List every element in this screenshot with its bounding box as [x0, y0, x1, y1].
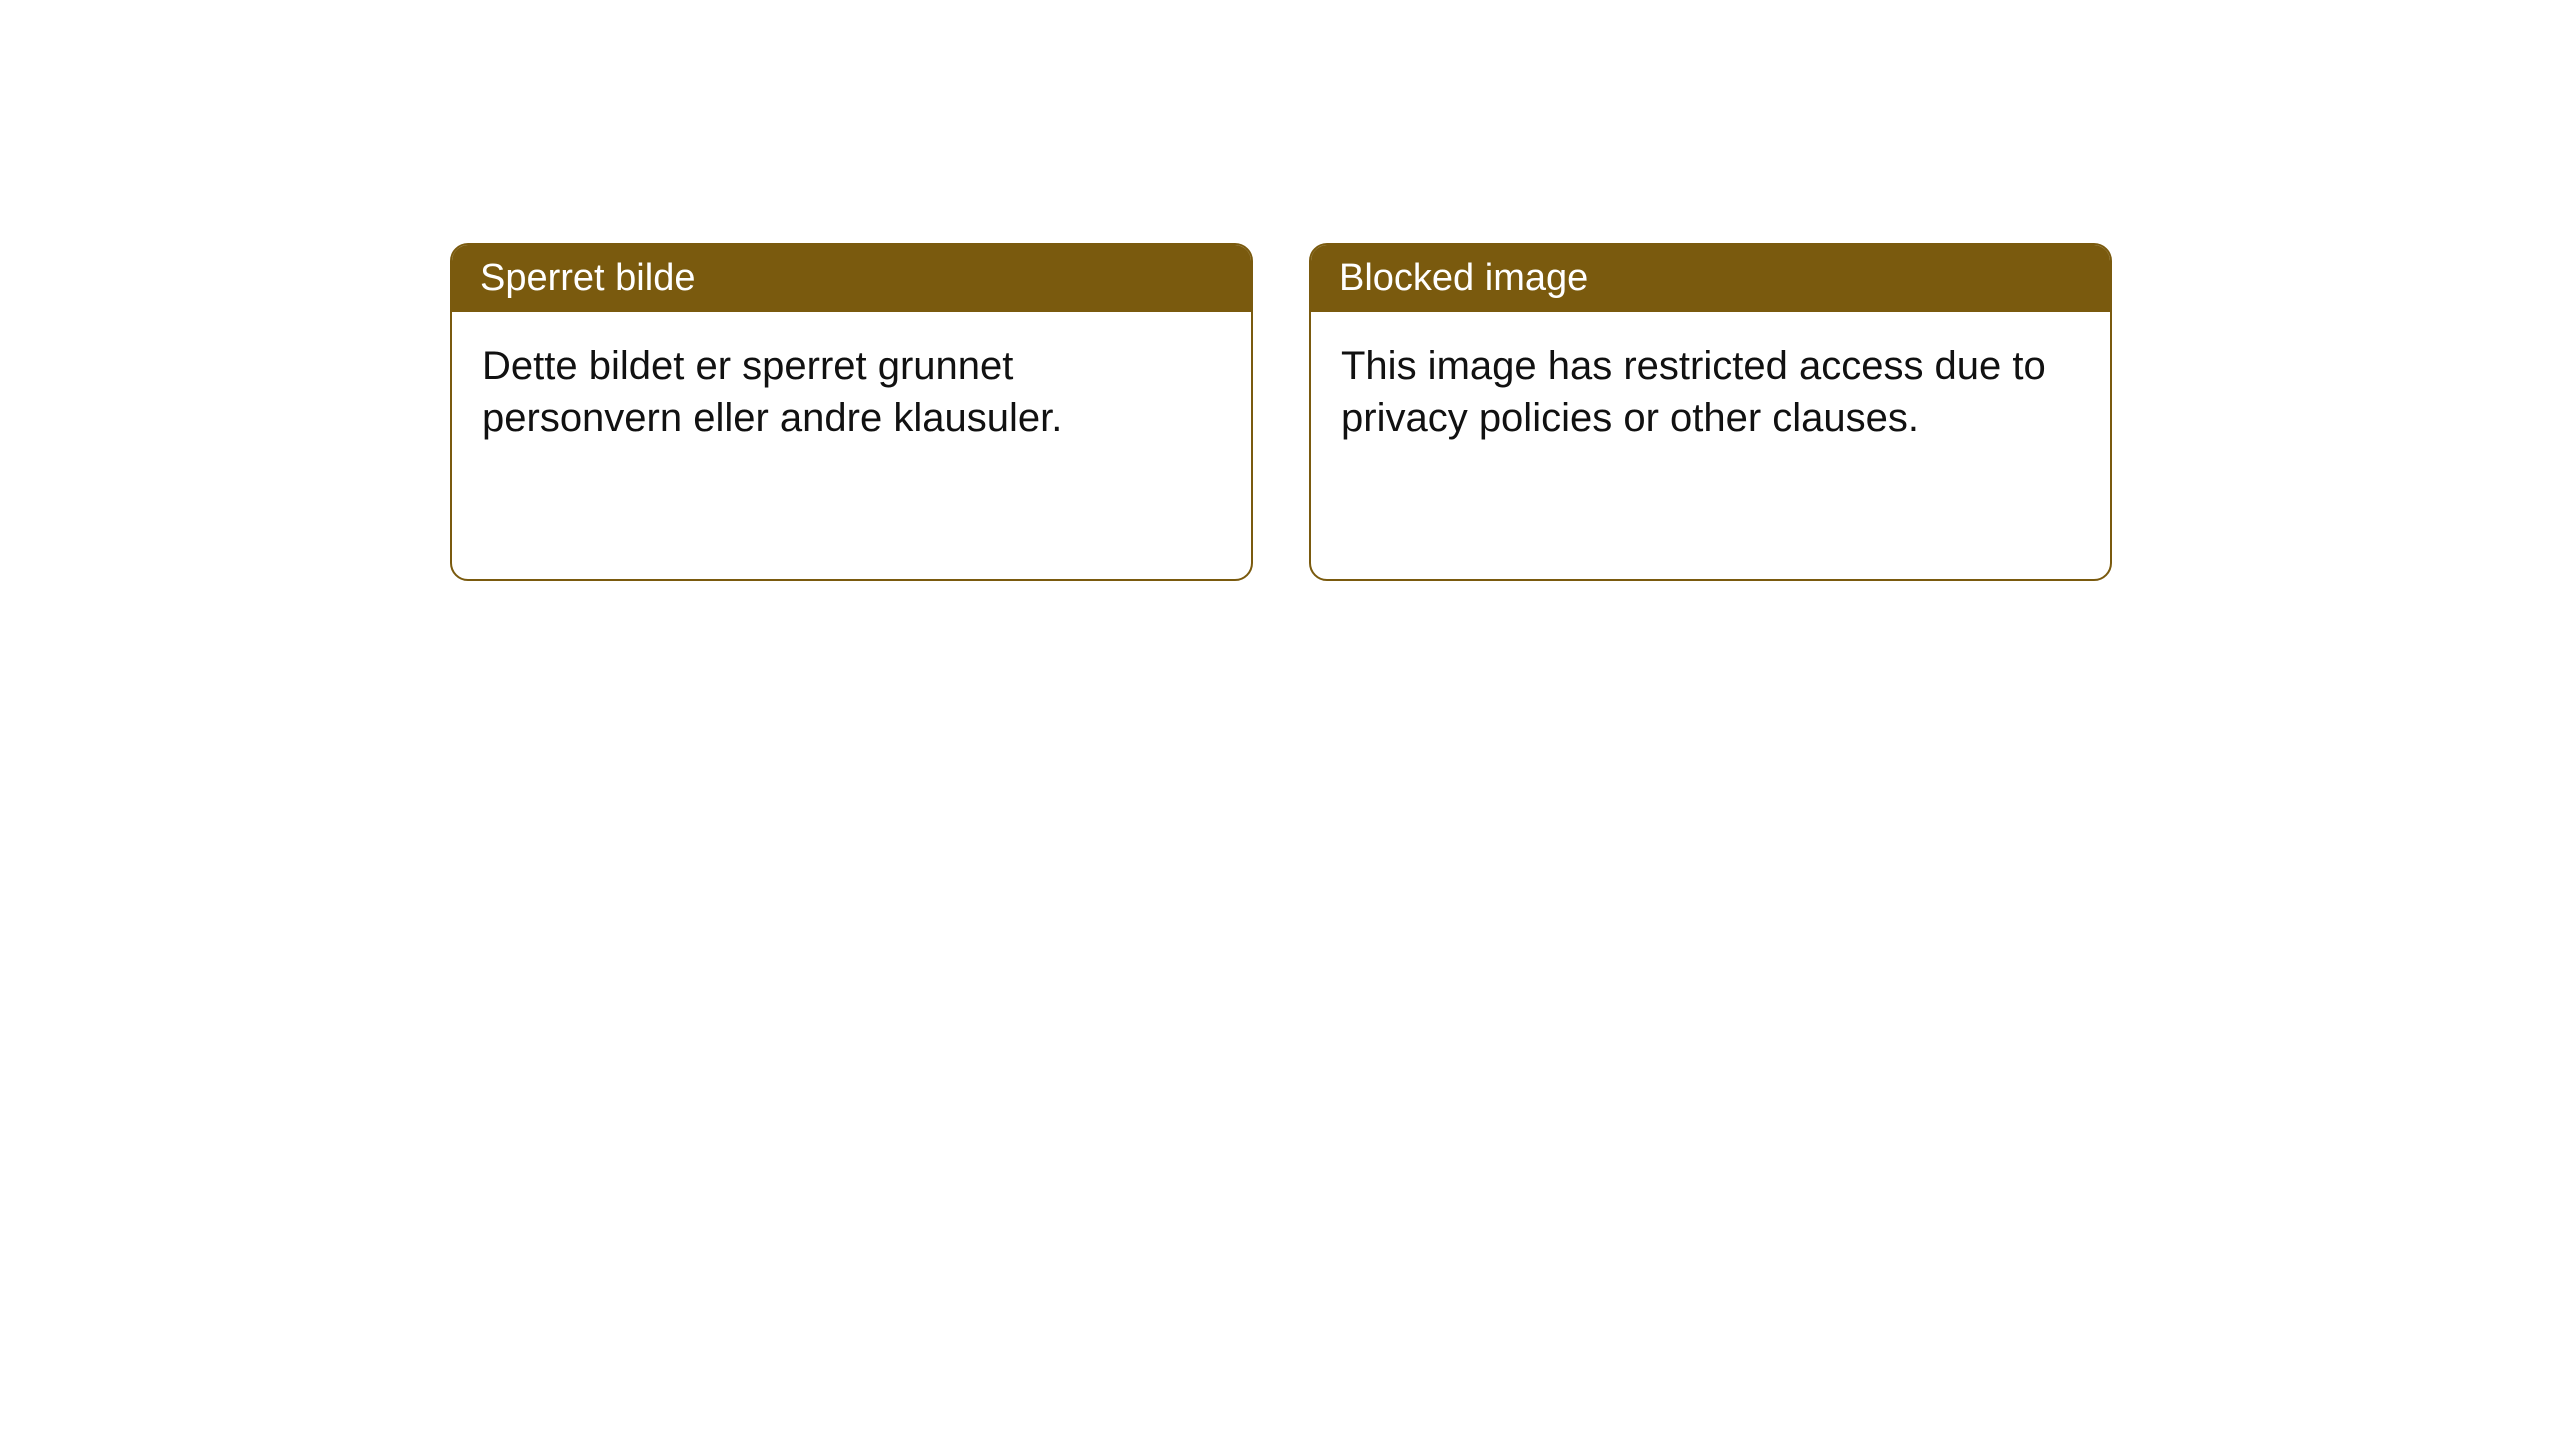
notice-body: Dette bildet er sperret grunnet personve… [452, 312, 1251, 472]
notice-container: Sperret bilde Dette bildet er sperret gr… [0, 0, 2560, 581]
notice-header: Blocked image [1311, 245, 2110, 312]
notice-header: Sperret bilde [452, 245, 1251, 312]
notice-card-norwegian: Sperret bilde Dette bildet er sperret gr… [450, 243, 1253, 581]
notice-body: This image has restricted access due to … [1311, 312, 2110, 472]
notice-card-english: Blocked image This image has restricted … [1309, 243, 2112, 581]
